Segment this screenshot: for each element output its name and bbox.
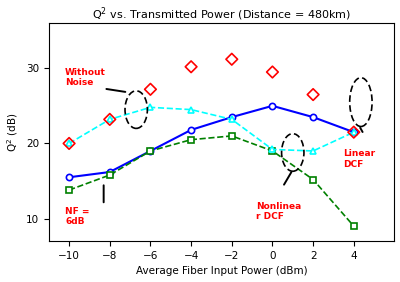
Text: Without
Noise: Without Noise [65, 68, 106, 87]
Text: NF =
6dB: NF = 6dB [65, 207, 90, 226]
Y-axis label: Q$^2$ (dB): Q$^2$ (dB) [6, 113, 20, 152]
Point [106, 117, 113, 122]
X-axis label: Average Fiber Input Power (dBm): Average Fiber Input Power (dBm) [136, 266, 308, 276]
Point [310, 92, 316, 97]
Point [228, 57, 235, 61]
Point [188, 65, 194, 69]
Point [269, 70, 276, 74]
Text: Linear
DCF: Linear DCF [344, 149, 376, 169]
Title: Q$^2$ vs. Transmitted Power (Distance = 480km): Q$^2$ vs. Transmitted Power (Distance = … [92, 6, 351, 23]
Point [66, 141, 72, 146]
Point [147, 87, 154, 92]
Text: Nonlinea
r DCF: Nonlinea r DCF [256, 202, 302, 221]
Point [350, 130, 357, 135]
